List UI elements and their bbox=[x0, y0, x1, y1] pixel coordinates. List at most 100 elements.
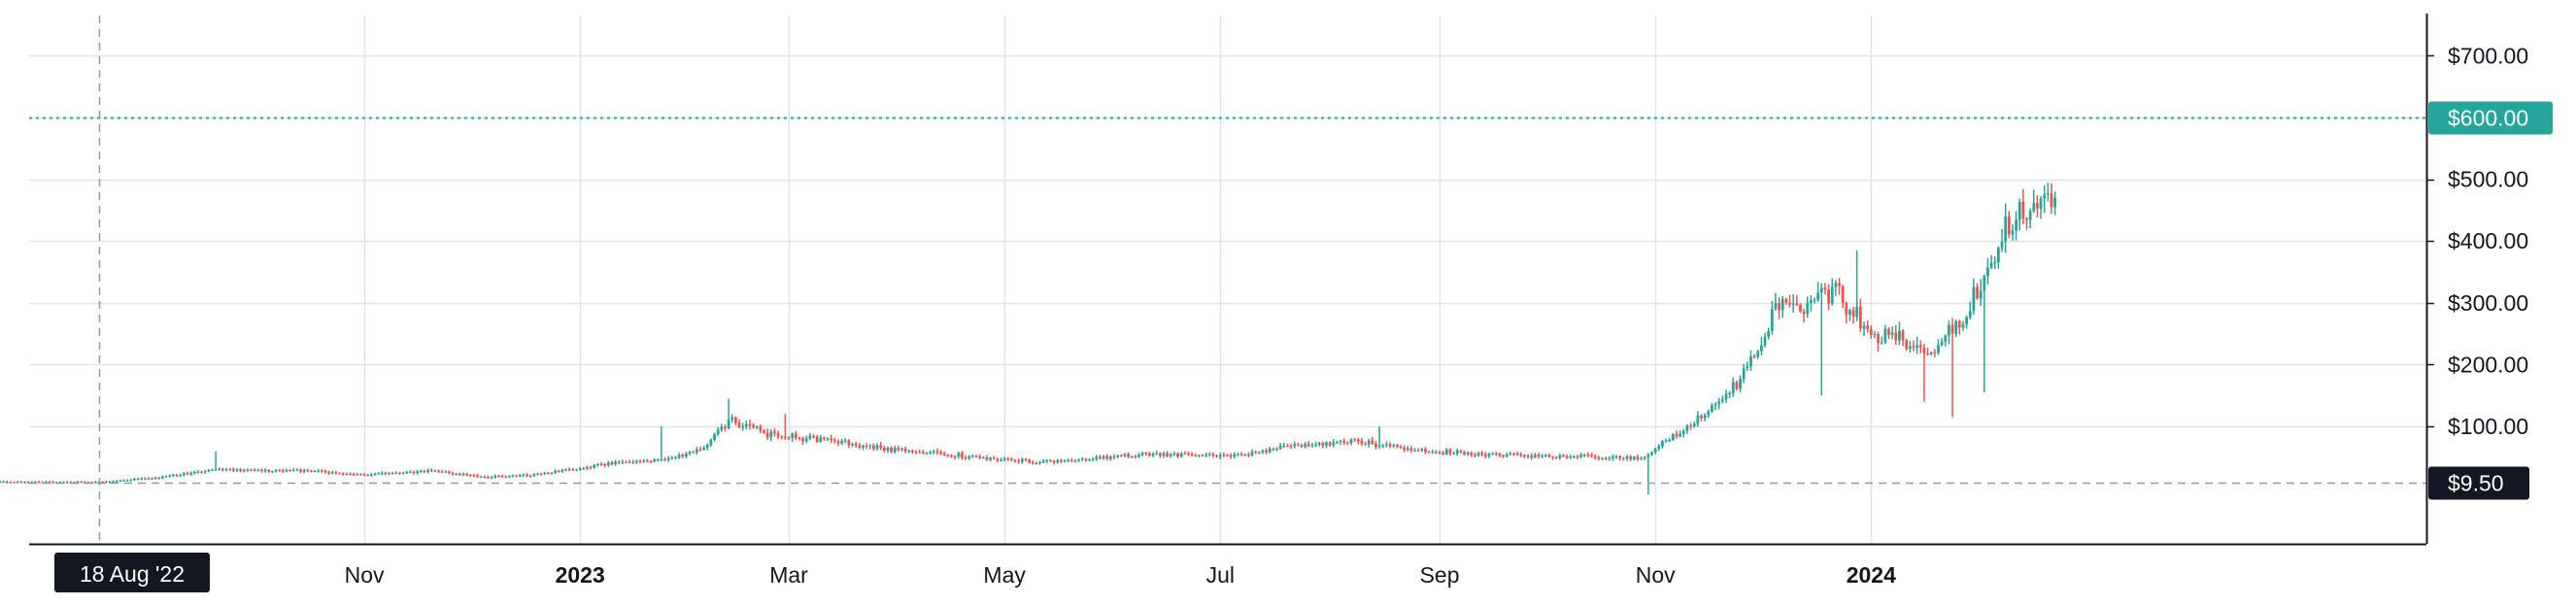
candle bbox=[366, 473, 370, 477]
candle bbox=[832, 437, 836, 444]
candle-body bbox=[302, 470, 306, 472]
candle bbox=[1388, 442, 1392, 449]
candle-body bbox=[515, 475, 519, 477]
candle-body bbox=[1088, 459, 1091, 461]
candle bbox=[978, 454, 982, 459]
candle-body bbox=[451, 472, 455, 475]
candle-body bbox=[939, 452, 943, 454]
candle-body bbox=[306, 470, 310, 472]
candle-body bbox=[359, 474, 362, 476]
candle-body bbox=[1229, 455, 1233, 457]
x-tick-label: Nov bbox=[345, 562, 385, 588]
candle bbox=[1968, 301, 1972, 320]
candle-body bbox=[957, 453, 961, 457]
candle bbox=[291, 468, 295, 472]
candle bbox=[1470, 451, 1474, 457]
candle bbox=[808, 432, 812, 441]
candle-body bbox=[1813, 299, 1816, 301]
candle-body bbox=[313, 471, 317, 473]
candle-body bbox=[352, 474, 356, 476]
candle-body bbox=[373, 473, 377, 475]
candle bbox=[1339, 439, 1342, 446]
candle bbox=[182, 471, 186, 477]
candle bbox=[1233, 452, 1237, 459]
candle-body bbox=[384, 472, 388, 475]
candle-body bbox=[755, 426, 759, 428]
candle-body bbox=[645, 460, 649, 462]
candle bbox=[426, 468, 430, 474]
candle bbox=[1198, 454, 1201, 457]
candle bbox=[1996, 246, 2000, 269]
candle bbox=[1877, 332, 1880, 353]
candle bbox=[493, 474, 497, 479]
candle-body bbox=[783, 436, 787, 438]
candle bbox=[1858, 298, 1862, 332]
candle-body bbox=[1819, 287, 1823, 293]
candle bbox=[815, 434, 819, 444]
candle bbox=[1158, 452, 1162, 458]
candle bbox=[416, 469, 420, 475]
candle bbox=[765, 428, 769, 440]
candle-body bbox=[897, 448, 900, 451]
candle-body bbox=[23, 482, 26, 484]
candle bbox=[957, 452, 961, 459]
candle bbox=[1314, 441, 1318, 448]
candle-body bbox=[13, 482, 16, 484]
candle-body bbox=[890, 447, 894, 453]
candle bbox=[1989, 254, 1993, 269]
candle-body bbox=[1194, 454, 1198, 456]
candle bbox=[1024, 457, 1028, 462]
candle-body bbox=[44, 482, 48, 484]
candle-body bbox=[1618, 455, 1622, 458]
candle-body bbox=[41, 482, 45, 484]
candle-body bbox=[981, 457, 985, 459]
candle bbox=[677, 453, 681, 459]
candle bbox=[2053, 191, 2057, 216]
candle-body bbox=[1166, 453, 1169, 456]
candle-body bbox=[1869, 328, 1873, 335]
candle bbox=[744, 420, 748, 430]
candle bbox=[1816, 282, 1820, 302]
candle bbox=[1742, 363, 1746, 384]
candle-body bbox=[65, 482, 69, 484]
candle bbox=[437, 469, 440, 473]
candle-body bbox=[1045, 460, 1049, 462]
candle bbox=[939, 450, 943, 455]
candle-body bbox=[51, 482, 55, 484]
candle bbox=[1590, 453, 1594, 458]
candle bbox=[543, 471, 547, 476]
candle bbox=[515, 474, 519, 478]
candle-body bbox=[274, 470, 278, 472]
candle-body bbox=[168, 475, 172, 477]
candle bbox=[1108, 454, 1112, 461]
candle bbox=[1530, 453, 1534, 460]
candle-body bbox=[2015, 219, 2017, 231]
candle bbox=[759, 423, 763, 434]
candle bbox=[1317, 441, 1321, 447]
candle bbox=[310, 469, 313, 473]
candle-body bbox=[380, 472, 384, 474]
candle bbox=[645, 458, 649, 463]
candle-body bbox=[804, 438, 808, 442]
candle-body bbox=[1438, 452, 1441, 454]
candle-body bbox=[595, 463, 599, 465]
candle bbox=[763, 429, 765, 434]
candle bbox=[235, 468, 239, 473]
candle bbox=[950, 454, 953, 458]
candle bbox=[649, 459, 653, 464]
candle bbox=[1067, 457, 1070, 462]
candle bbox=[1455, 448, 1459, 456]
candle bbox=[1000, 457, 1002, 462]
candle bbox=[748, 420, 752, 430]
candle-body bbox=[1731, 382, 1735, 393]
candle bbox=[1031, 459, 1034, 465]
candle bbox=[518, 473, 522, 478]
candle bbox=[1367, 438, 1371, 448]
candle bbox=[1293, 441, 1297, 449]
candle-body bbox=[1983, 276, 1986, 291]
candle bbox=[702, 445, 706, 452]
candle-body bbox=[2046, 193, 2050, 195]
candle bbox=[1151, 452, 1155, 457]
